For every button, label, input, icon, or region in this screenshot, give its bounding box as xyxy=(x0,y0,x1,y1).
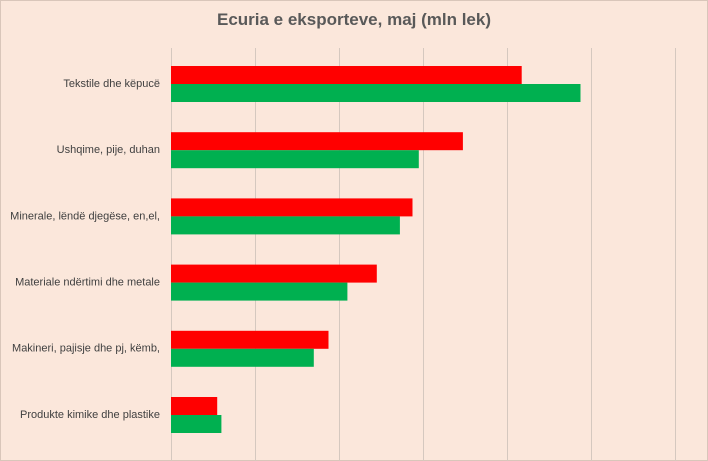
bar-series1-category-5 xyxy=(171,330,329,349)
bar-series2-category-5 xyxy=(171,348,314,367)
bars xyxy=(171,66,581,433)
bar-series1-category-6 xyxy=(171,397,218,415)
category-label: Ushqime, pije, duhan xyxy=(57,144,160,156)
bar-series2-category-3 xyxy=(171,216,400,235)
category-label: Produkte kimike dhe plastike xyxy=(20,409,160,421)
category-label: Materiale ndërtimi dhe metale xyxy=(15,277,160,289)
category-labels: Tekstile dhe këpucë Ushqime, pije, duhan M… xyxy=(10,78,160,421)
chart-title: Ecuria e eksporteve, maj (mln lek) xyxy=(216,10,491,29)
category-label: Tekstile dhe këpucë xyxy=(63,78,160,90)
category-label: Minerale, lëndë djegëse, en,el, xyxy=(10,210,160,222)
bar-series2-category-6 xyxy=(171,415,222,433)
gridlines xyxy=(171,48,676,461)
bar-series1-category-1 xyxy=(171,66,522,84)
bar-series2-category-4 xyxy=(171,282,348,301)
bar-series1-category-3 xyxy=(171,198,413,217)
bar-series2-category-2 xyxy=(171,150,419,169)
bar-series1-category-2 xyxy=(171,132,463,151)
category-label: Makineri, pajisje dhe pj, këmb, xyxy=(12,343,160,355)
bar-series2-category-1 xyxy=(171,84,581,102)
bar-series1-category-4 xyxy=(171,264,377,283)
